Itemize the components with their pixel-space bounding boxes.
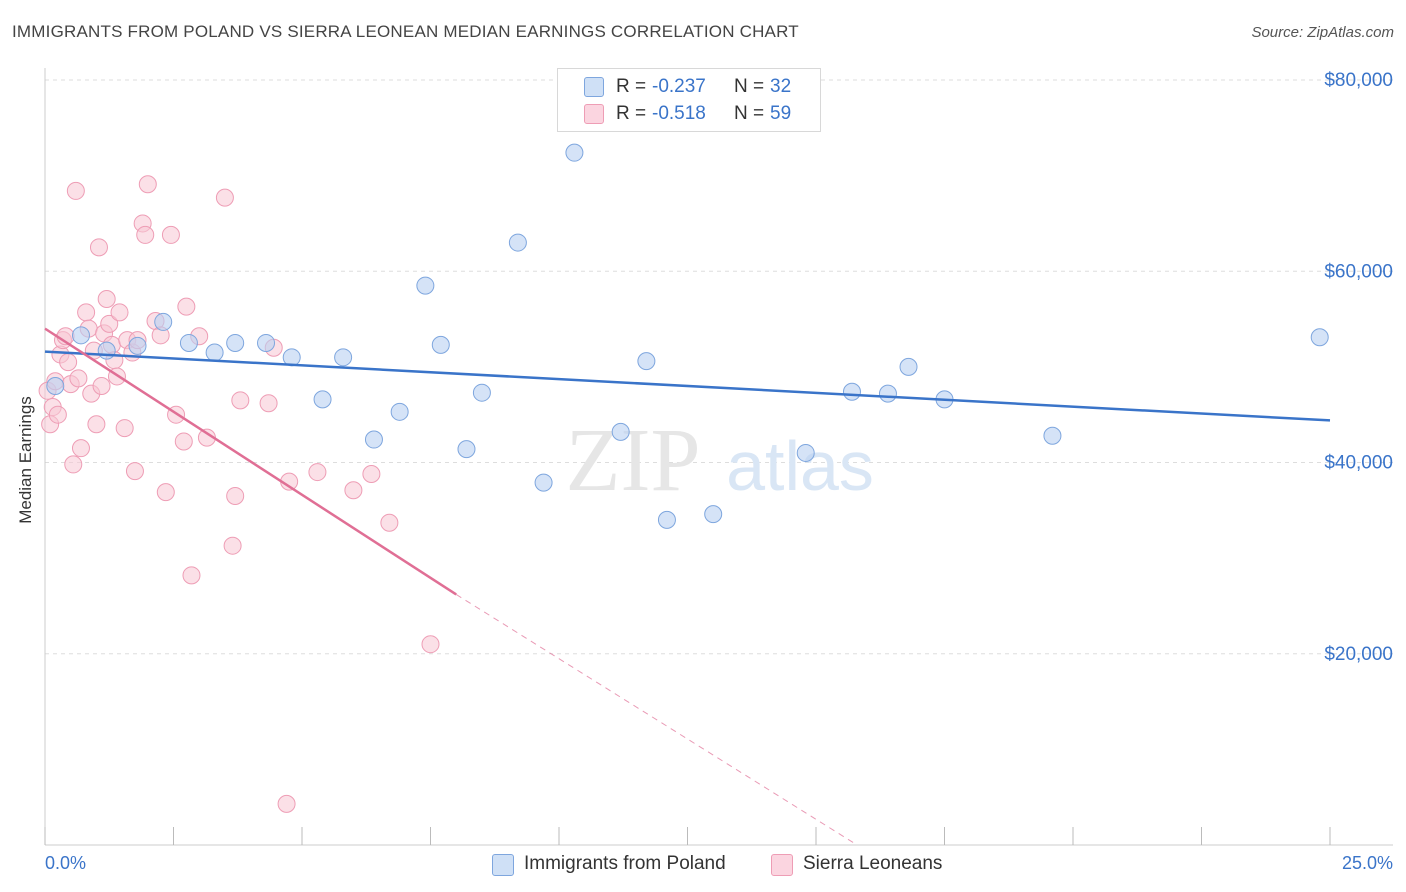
chart-source: Source: ZipAtlas.com <box>1251 24 1394 41</box>
poland-point <box>704 505 723 524</box>
sierra-point <box>223 536 242 555</box>
y-tick-label: $40,000 <box>1324 453 1393 474</box>
poland-point <box>796 443 815 462</box>
sierra-trend-extension <box>455 594 858 846</box>
poland-point <box>878 384 897 403</box>
watermark: ZIP atlas <box>566 411 874 510</box>
sierra-point <box>115 419 134 438</box>
chart-title: IMMIGRANTS FROM POLAND VS SIERRA LEONEAN… <box>12 22 799 41</box>
bottom-legend-label-sierra: Sierra Leoneans <box>803 853 943 874</box>
sierra-point <box>71 439 90 458</box>
legend-n-label: N = <box>734 76 765 97</box>
legend-n-label: N = <box>734 103 765 124</box>
poland-point <box>97 341 116 360</box>
poland-point <box>46 377 65 395</box>
poland-point <box>128 336 147 355</box>
sierra-point <box>89 238 108 257</box>
sierra-point <box>259 394 278 413</box>
sierra-point <box>231 391 250 410</box>
legend-row-sierra: R = -0.518 N = 59 <box>558 101 820 127</box>
legend-n-value: 59 <box>770 103 792 124</box>
tick-labels: $20,000 $40,000 $60,000 $80,000 0.0% 25.0% <box>45 70 1393 873</box>
sierra-point <box>64 455 83 474</box>
legend-r-value: -0.518 <box>652 103 706 124</box>
sierra-point <box>421 635 440 654</box>
poland-trend-line <box>44 350 1331 422</box>
sierra-point <box>215 188 234 207</box>
watermark-zip: ZIP <box>566 411 701 510</box>
poland-point <box>71 326 90 345</box>
poland-point <box>179 333 198 352</box>
poland-point <box>334 348 353 367</box>
bottom-legend-label-poland: Immigrants from Poland <box>524 853 726 874</box>
sierra-point <box>136 225 155 244</box>
sierra-point <box>277 794 296 813</box>
trend-lines <box>44 327 1331 846</box>
sierra-point <box>344 481 363 500</box>
legend-swatch-poland <box>584 77 604 97</box>
sierra-point <box>48 405 67 424</box>
poland-point <box>390 402 409 421</box>
sierra-trend-line <box>44 327 457 596</box>
sierra-point <box>87 415 106 434</box>
sierra-point <box>182 566 201 585</box>
gridlines <box>45 79 1393 655</box>
poland-point <box>416 276 435 295</box>
x-tick-label: 0.0% <box>45 853 86 873</box>
poland-point <box>1310 328 1329 347</box>
sierra-point <box>125 462 144 481</box>
poland-point <box>364 430 383 449</box>
legend-r-label: R = <box>616 103 647 124</box>
y-tick-label: $60,000 <box>1324 261 1393 282</box>
sierra-point <box>100 314 119 333</box>
poland-point <box>154 312 173 331</box>
poland-point <box>457 440 476 459</box>
y-tick-label: $80,000 <box>1324 70 1393 91</box>
x-tick-label: 25.0% <box>1342 853 1393 873</box>
sierra-point <box>161 225 180 244</box>
axes <box>44 68 1393 846</box>
poland-point <box>1043 426 1062 445</box>
sierra-point <box>59 353 78 372</box>
sierra-point <box>177 297 196 316</box>
poland-point <box>313 390 332 409</box>
poland-point <box>657 510 676 529</box>
sierra-point <box>97 289 116 308</box>
poland-point <box>431 335 450 354</box>
sierra-point <box>174 432 193 451</box>
poland-point <box>899 357 918 376</box>
sierra-point <box>92 377 111 395</box>
legend-r-value: -0.237 <box>652 76 706 97</box>
poland-point <box>611 422 630 441</box>
poland-point <box>226 333 245 352</box>
poland-point <box>472 383 491 402</box>
y-tick-label: $20,000 <box>1324 644 1393 665</box>
sierra-point <box>69 369 88 388</box>
sierra-point <box>110 303 129 322</box>
poland-point <box>508 233 527 252</box>
legend-r-label: R = <box>616 76 647 97</box>
poland-point <box>842 382 861 401</box>
sierra-point <box>362 464 381 483</box>
legend-row-poland: R = -0.237 N = 32 <box>558 74 820 100</box>
sierra-point <box>226 486 245 505</box>
poland-point <box>565 143 584 162</box>
sierra-point <box>77 303 96 322</box>
sierra-point <box>138 175 157 194</box>
poland-point <box>205 343 224 362</box>
sierra-point <box>308 463 327 482</box>
sierra-point <box>156 483 175 502</box>
poland-point <box>637 352 656 371</box>
watermark-atlas: atlas <box>726 427 874 505</box>
poland-point <box>257 333 276 352</box>
sierra-point <box>66 181 85 200</box>
legend-swatch-sierra <box>584 104 604 124</box>
bottom-legend-swatch-poland <box>492 854 514 876</box>
correlation-legend: R = -0.237 N = 32 R = -0.518 N = 59 <box>557 68 821 132</box>
poland-point <box>534 473 553 492</box>
sierra-point <box>380 513 399 532</box>
bottom-legend-swatch-sierra <box>771 854 793 876</box>
legend-n-value: 32 <box>770 76 792 97</box>
